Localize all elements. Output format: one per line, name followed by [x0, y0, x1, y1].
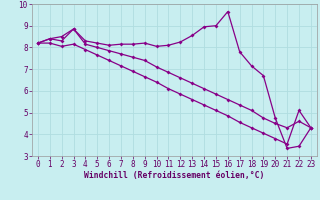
- X-axis label: Windchill (Refroidissement éolien,°C): Windchill (Refroidissement éolien,°C): [84, 171, 265, 180]
